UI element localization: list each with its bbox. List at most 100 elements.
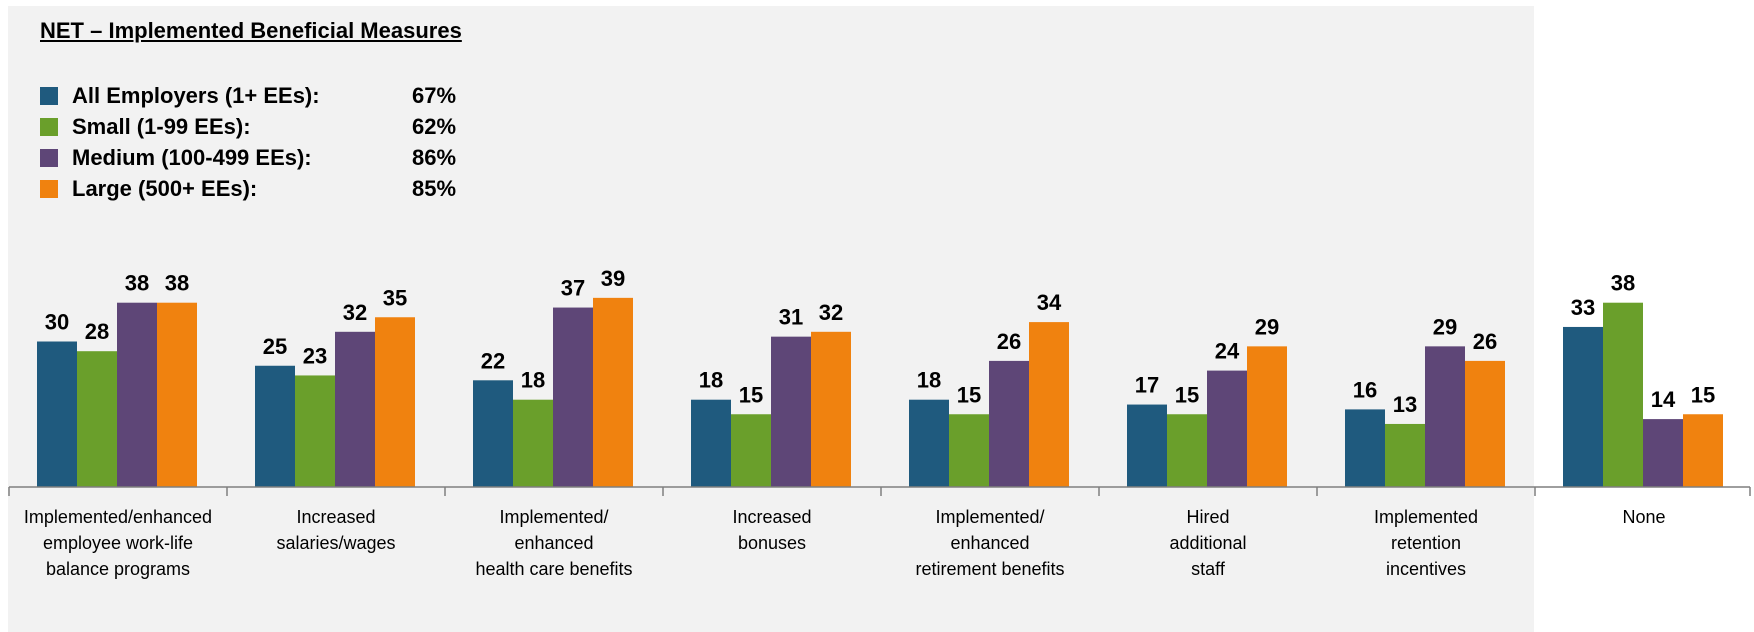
data-label: 15 — [1691, 382, 1715, 407]
category-label: Implemented/enhanced — [24, 507, 212, 527]
data-label: 18 — [699, 368, 723, 393]
legend-label: All Employers (1+ EEs): — [72, 83, 320, 108]
bar — [157, 302, 197, 487]
category-label: salaries/wages — [276, 533, 395, 553]
bar — [949, 414, 989, 487]
data-label: 38 — [165, 271, 189, 296]
category-label: None — [1622, 507, 1665, 527]
category-label: incentives — [1386, 559, 1466, 579]
data-label: 14 — [1651, 387, 1676, 412]
bar — [117, 302, 157, 487]
category-label: Implemented/ — [499, 507, 608, 527]
data-label: 34 — [1037, 290, 1062, 315]
bar — [255, 365, 295, 487]
bar — [1207, 370, 1247, 487]
bar — [811, 331, 851, 487]
legend-swatch-large — [40, 180, 58, 198]
bar — [1425, 346, 1465, 487]
legend-item-small: Small (1-99 EEs): 62% — [40, 113, 456, 141]
legend-net-value: 86% — [412, 145, 457, 170]
data-label: 15 — [739, 382, 763, 407]
data-label: 37 — [561, 276, 585, 301]
bar — [1563, 326, 1603, 487]
legend-item-all-employers: All Employers (1+ EEs): 67% — [40, 82, 456, 110]
category-label: Implemented — [1374, 507, 1478, 527]
bar — [1643, 419, 1683, 487]
bar — [295, 375, 335, 487]
category-label: staff — [1191, 559, 1226, 579]
data-label: 32 — [343, 300, 367, 325]
legend-swatch-medium — [40, 149, 58, 167]
bar — [731, 414, 771, 487]
legend-net-value: 67% — [412, 83, 457, 108]
bar — [1167, 414, 1207, 487]
category-label: retention — [1391, 533, 1461, 553]
legend-label: Small (1-99 EEs): — [72, 114, 251, 139]
bar — [513, 399, 553, 487]
data-label: 13 — [1393, 392, 1417, 417]
net-summary-panel — [8, 6, 1534, 632]
data-label: 26 — [997, 329, 1021, 354]
legend-swatch-all-employers — [40, 87, 58, 105]
category-label: bonuses — [738, 533, 806, 553]
bar — [1127, 404, 1167, 487]
category-label: enhanced — [514, 533, 593, 553]
data-label: 39 — [601, 266, 625, 291]
bar — [1247, 346, 1287, 487]
bar — [1603, 302, 1643, 487]
category-label: employee work-life — [43, 533, 193, 553]
bar — [1385, 423, 1425, 487]
legend-label: Large (500+ EEs): — [72, 176, 258, 201]
data-label: 15 — [1175, 382, 1199, 407]
bar — [1345, 409, 1385, 487]
data-label: 15 — [957, 382, 981, 407]
category-label: Increased — [296, 507, 375, 527]
data-label: 38 — [1611, 271, 1635, 296]
bar — [37, 341, 77, 487]
legend-label: Medium (100-499 EEs): — [72, 145, 312, 170]
data-label: 32 — [819, 300, 843, 325]
bar — [593, 297, 633, 487]
category-label: Hired — [1186, 507, 1229, 527]
legend-swatch-small — [40, 118, 58, 136]
data-label: 16 — [1353, 377, 1377, 402]
category-label: retirement benefits — [915, 559, 1064, 579]
data-label: 23 — [303, 343, 327, 368]
data-label: 35 — [383, 285, 407, 310]
data-label: 25 — [263, 334, 287, 359]
category-label: additional — [1169, 533, 1246, 553]
data-label: 33 — [1571, 295, 1595, 320]
data-label: 29 — [1255, 314, 1279, 339]
data-label: 17 — [1135, 373, 1159, 398]
legend-net-value: 62% — [412, 114, 457, 139]
bar — [375, 317, 415, 487]
bar — [77, 351, 117, 487]
legend-item-medium: Medium (100-499 EEs): 86% — [40, 144, 456, 172]
data-label: 28 — [85, 319, 109, 344]
data-label: 29 — [1433, 314, 1457, 339]
data-label: 38 — [125, 271, 149, 296]
data-label: 24 — [1215, 339, 1240, 364]
bar — [335, 331, 375, 487]
bar — [553, 307, 593, 487]
category-label: enhanced — [950, 533, 1029, 553]
bar — [989, 360, 1029, 487]
bar — [691, 399, 731, 487]
net-title: NET – Implemented Beneficial Measures — [40, 18, 462, 43]
bar — [771, 336, 811, 487]
category-label: balance programs — [46, 559, 190, 579]
category-label: Implemented/ — [935, 507, 1044, 527]
category-label: Increased — [732, 507, 811, 527]
data-label: 18 — [521, 368, 545, 393]
bar — [1683, 414, 1723, 487]
bar — [1465, 360, 1505, 487]
legend-net-value: 85% — [412, 176, 457, 201]
data-label: 26 — [1473, 329, 1497, 354]
legend-item-large: Large (500+ EEs): 85% — [40, 175, 456, 203]
bar — [1029, 322, 1069, 487]
data-label: 18 — [917, 368, 941, 393]
data-label: 31 — [779, 305, 803, 330]
data-label: 30 — [45, 310, 69, 335]
data-label: 22 — [481, 348, 505, 373]
